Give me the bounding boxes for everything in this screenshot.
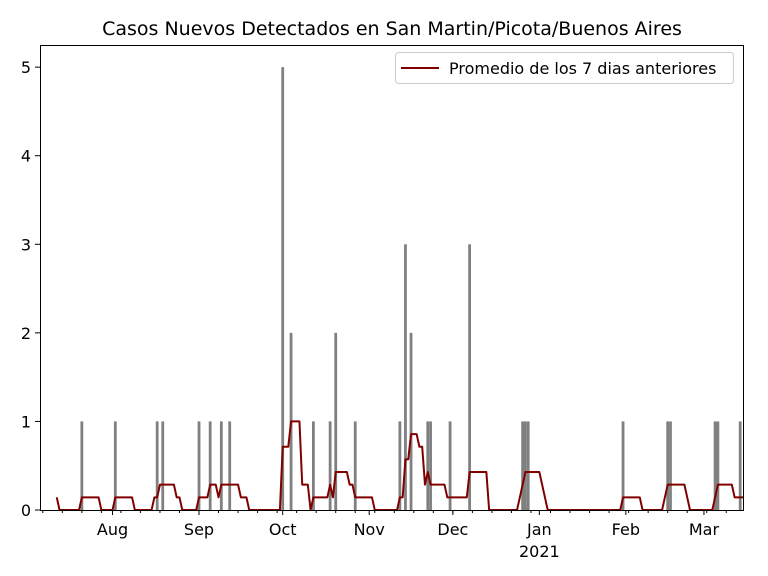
line-layer bbox=[55, 420, 743, 511]
x-tick-label: Oct bbox=[269, 520, 297, 539]
bar bbox=[398, 421, 402, 510]
bar bbox=[281, 67, 285, 510]
bar bbox=[713, 421, 717, 510]
series-line bbox=[55, 420, 743, 511]
y-tick-label: 4 bbox=[21, 147, 31, 166]
x-tick-label: Feb bbox=[612, 520, 640, 539]
x-tick-label: Dec bbox=[437, 520, 468, 539]
y-tick-label: 5 bbox=[21, 58, 31, 77]
x-tick-label: Jan bbox=[526, 520, 552, 539]
bar bbox=[80, 421, 84, 510]
bar bbox=[521, 421, 525, 510]
chart-title: Casos Nuevos Detectados en San Martin/Pi… bbox=[102, 18, 682, 40]
y-tick-label: 2 bbox=[21, 324, 31, 343]
x-tick-label: Mar bbox=[689, 520, 720, 539]
legend: Promedio de los 7 dias anteriores bbox=[395, 52, 734, 84]
bar bbox=[468, 244, 472, 511]
bar bbox=[526, 421, 530, 510]
x-tick-label: Aug bbox=[97, 520, 128, 539]
bar bbox=[621, 421, 625, 510]
bar bbox=[669, 421, 672, 510]
bar bbox=[328, 421, 332, 510]
legend-box bbox=[395, 52, 734, 84]
bar bbox=[716, 421, 720, 510]
bar bbox=[448, 421, 452, 510]
bar bbox=[353, 421, 357, 510]
plot-frame bbox=[40, 45, 744, 511]
bar bbox=[219, 421, 223, 510]
x-tick-label: Nov bbox=[354, 520, 385, 539]
x-tick-year-label: 2021 bbox=[519, 542, 560, 561]
y-axis: 0 1 2 3 4 5 bbox=[21, 58, 40, 520]
y-tick-label: 3 bbox=[21, 235, 31, 254]
bar bbox=[666, 421, 670, 510]
bars-layer bbox=[80, 67, 742, 511]
bar bbox=[311, 421, 315, 510]
x-axis: Aug Sep Oct Nov Dec Jan 2021 Feb Mar bbox=[42, 510, 727, 561]
bar bbox=[524, 421, 527, 510]
bar bbox=[426, 421, 430, 510]
bar bbox=[208, 421, 212, 510]
y-tick-label: 1 bbox=[21, 412, 31, 431]
bar bbox=[334, 332, 338, 510]
bar bbox=[409, 332, 413, 510]
bar bbox=[155, 421, 159, 510]
bar bbox=[113, 421, 117, 510]
bar bbox=[429, 421, 432, 510]
bar bbox=[228, 421, 232, 510]
x-tick-label: Sep bbox=[184, 520, 214, 539]
legend-label: Promedio de los 7 dias anteriores bbox=[449, 59, 716, 78]
bar bbox=[161, 421, 165, 510]
bar bbox=[738, 421, 742, 510]
y-tick-label: 0 bbox=[21, 501, 31, 520]
bar bbox=[404, 244, 407, 511]
bar bbox=[197, 421, 201, 510]
